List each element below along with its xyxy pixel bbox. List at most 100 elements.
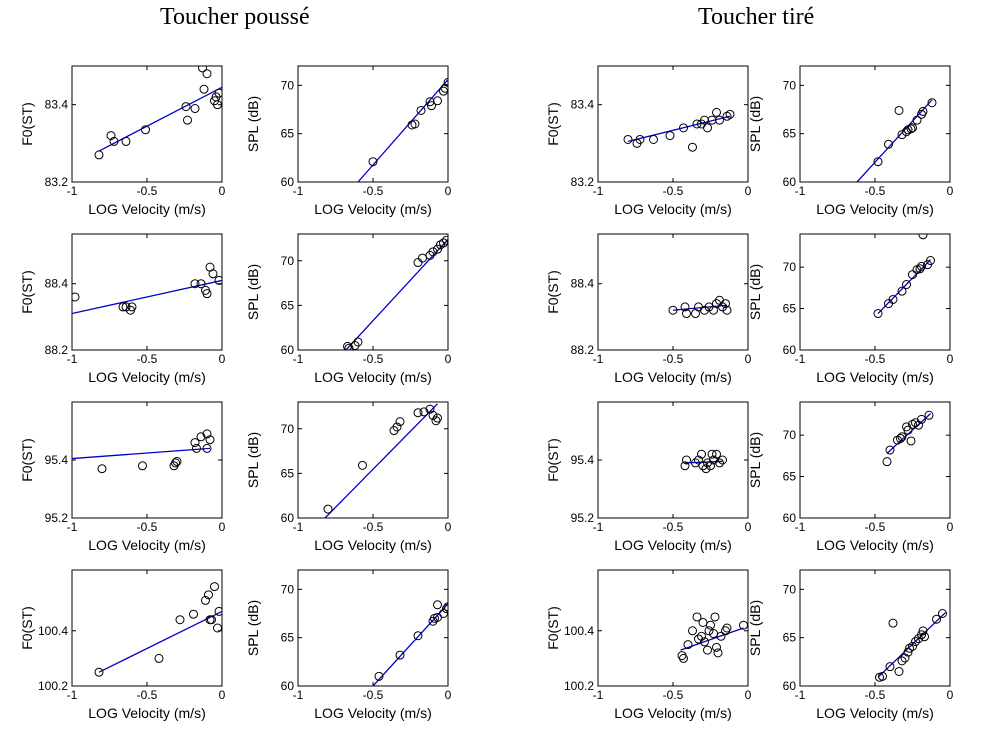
data-point — [138, 461, 147, 471]
group-title-toucher-tire: Toucher tiré — [698, 4, 815, 30]
data-point — [722, 111, 732, 121]
data-point — [703, 645, 712, 655]
data-point — [917, 261, 926, 271]
scatter-panel-7: -1 -0.5 0 60 65 70 LOG Velocity (m/s) SPL (dB) — [245, 569, 452, 721]
data-point — [722, 305, 732, 315]
data-point — [700, 637, 709, 647]
x-tick-label: -1 — [67, 688, 78, 702]
data-point — [697, 631, 706, 641]
y-tick-label: 83.2 — [571, 175, 595, 189]
data-point — [679, 123, 688, 133]
x-tick-label: 0 — [745, 688, 752, 702]
data-point — [413, 258, 423, 268]
y-axis-label: F0(ST) — [19, 438, 35, 482]
x-tick-label: -0.5 — [363, 688, 384, 702]
data-point — [718, 302, 727, 312]
data-point — [707, 449, 717, 459]
data-point — [635, 134, 645, 144]
axes-box — [297, 401, 449, 519]
plot-area — [882, 410, 934, 467]
data-point — [908, 123, 917, 133]
plot-area — [72, 262, 222, 315]
y-tick-label: 65 — [783, 127, 797, 141]
y-tick-label: 100.4 — [564, 624, 594, 638]
data-point — [716, 631, 726, 641]
plot-area — [72, 429, 215, 474]
data-point — [196, 432, 206, 442]
x-axis-label: LOG Velocity (m/s) — [614, 201, 731, 217]
regression-line — [345, 238, 448, 350]
data-point — [199, 84, 209, 94]
data-point — [694, 455, 703, 465]
x-tick-label: 0 — [445, 520, 452, 534]
data-point — [712, 449, 721, 459]
scatter-panel-1: -1 -0.5 0 60 65 70 LOG Velocity (m/s) SPL (dB) — [245, 65, 452, 217]
data-point — [172, 456, 182, 466]
scatter-panel-13: -1 -0.5 0 60 65 70 LOG Velocity (m/s) SPL (dB) — [747, 401, 954, 553]
y-tick-label: 70 — [281, 422, 295, 436]
y-tick-label: 65 — [281, 466, 295, 480]
plot-area — [680, 449, 727, 474]
data-point — [704, 302, 714, 312]
data-point — [433, 600, 442, 610]
data-point — [721, 299, 730, 309]
y-tick-label: 70 — [783, 428, 797, 442]
data-point — [682, 309, 691, 319]
data-point — [896, 433, 905, 443]
x-tick-label: 0 — [219, 184, 226, 198]
x-tick-label: -1 — [67, 352, 78, 366]
x-axis-label: LOG Velocity (m/s) — [314, 537, 431, 553]
data-point — [202, 429, 212, 439]
x-tick-label: 0 — [947, 520, 954, 534]
data-point — [190, 438, 200, 448]
y-tick-label: 65 — [281, 127, 295, 141]
x-axis-label: LOG Velocity (m/s) — [816, 537, 933, 553]
data-point — [680, 302, 690, 312]
plot-area — [875, 609, 947, 682]
data-point — [932, 614, 941, 624]
data-point — [202, 289, 212, 299]
y-axis-label: SPL (dB) — [747, 432, 763, 488]
scatter-panel-9: -1 -0.5 0 60 65 70 LOG Velocity (m/s) SPL (dB) — [747, 65, 954, 217]
y-tick-label: 60 — [783, 511, 797, 525]
data-point — [888, 618, 898, 628]
x-axis-label: LOG Velocity (m/s) — [614, 537, 731, 553]
y-tick-label: 88.2 — [571, 343, 595, 357]
y-tick-label: 70 — [281, 78, 295, 92]
data-point — [416, 105, 426, 115]
x-tick-label: 0 — [745, 352, 752, 366]
data-point — [214, 606, 222, 616]
data-point — [395, 417, 405, 427]
data-point — [190, 279, 200, 289]
y-axis-label: SPL (dB) — [747, 96, 763, 152]
data-point — [914, 420, 923, 430]
data-point — [213, 100, 222, 110]
data-point — [192, 443, 201, 453]
scatter-panel-11: -1 -0.5 0 60 65 70 LOG Velocity (m/s) SPL (dB) — [747, 233, 954, 385]
y-tick-label: 95.2 — [45, 511, 69, 525]
x-tick-label: -1 — [593, 520, 604, 534]
data-point — [121, 136, 131, 146]
data-point — [433, 413, 442, 423]
x-tick-label: -1 — [593, 352, 604, 366]
data-point — [181, 102, 191, 112]
data-point — [374, 671, 384, 681]
data-point — [210, 582, 219, 592]
x-tick-label: -0.5 — [137, 688, 158, 702]
data-point — [700, 305, 709, 315]
data-point — [439, 609, 448, 618]
data-point — [694, 634, 703, 644]
data-point — [713, 648, 723, 658]
data-point — [873, 157, 883, 167]
axes-box — [799, 233, 951, 351]
x-tick-label: -1 — [293, 352, 304, 366]
data-point — [884, 139, 893, 149]
y-axis-label: F0(ST) — [545, 102, 561, 146]
x-tick-label: -0.5 — [137, 352, 158, 366]
scatter-panel-12: -1 -0.5 0 95.2 95.4 LOG Velocity (m/s) F0(ST) — [545, 401, 752, 553]
x-tick-label: -1 — [593, 688, 604, 702]
x-tick-label: 0 — [445, 688, 452, 702]
data-point — [709, 629, 718, 639]
x-axis-label: LOG Velocity (m/s) — [314, 201, 431, 217]
data-point — [918, 234, 928, 240]
